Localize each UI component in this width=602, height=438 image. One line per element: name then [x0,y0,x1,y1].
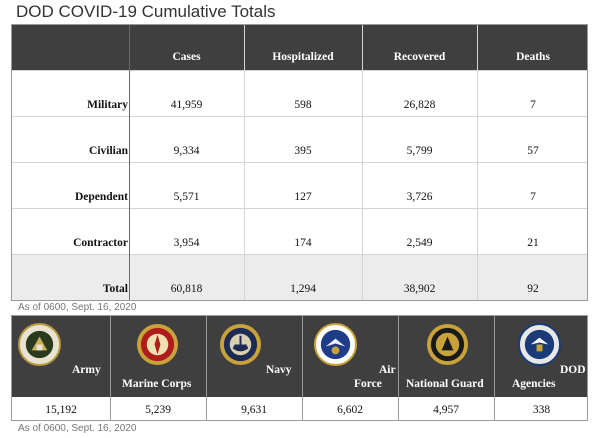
navy-seal-icon [219,323,262,366]
cell-hospitalized: 174 [294,237,312,249]
page-title: DOD COVID-19 Cumulative Totals [16,2,276,21]
table-row: Civilian 9,334 395 5,799 57 [12,116,587,162]
column-divider [398,316,399,420]
branch-header [12,316,587,397]
branch-label-navy: Navy [266,364,292,376]
branch-label-dod-agencies-line1: DOD [560,364,586,376]
dod-agencies-seal-icon [518,323,561,366]
cell-hospitalized: 127 [294,191,312,203]
cell-cases: 60,818 [170,283,203,295]
national-guard-seal-icon [426,323,469,366]
branch-value-navy: 9,631 [241,404,267,416]
column-header-deaths: Deaths [516,51,550,63]
branch-navy: Navy [206,316,302,397]
total-row: Total 60,818 1,294 38,902 92 [12,254,587,300]
branch-value-national-guard: 4,957 [433,404,459,416]
cell-cases: 3,954 [173,237,200,249]
column-header-hospitalized: Hospitalized [272,51,334,63]
column-divider [206,316,207,420]
totals-table: Cases Hospitalized Recovered Deaths Mili… [11,24,588,301]
cell-deaths: 21 [527,237,539,249]
branch-label-army: Army [72,364,101,376]
branch-value-dod-agencies: 338 [532,404,551,416]
branch-table: Army Marine Corps Navy Air Force Nationa… [11,315,588,421]
branch-dod-agencies: DOD Agencies [494,316,589,397]
cell-cases: 5,571 [173,191,200,203]
branch-label-national-guard: National Guard [406,378,484,390]
column-divider [362,25,363,300]
cell-recovered: 38,902 [403,283,436,295]
branch-value-army: 15,192 [45,404,77,416]
air-force-seal-icon [314,323,357,366]
column-divider [110,316,111,420]
cell-cases: 41,959 [170,99,203,111]
cell-deaths: 7 [530,99,536,111]
branch-air-force: Air Force [302,316,398,397]
row-label: Contractor [73,237,128,249]
cell-deaths: 7 [530,191,536,203]
column-divider [302,316,303,420]
branch-marine-corps: Marine Corps [110,316,206,397]
column-divider [477,25,478,300]
cell-deaths: 57 [527,145,539,157]
row-label: Military [87,99,128,111]
table-row: Contractor 3,954 174 2,549 21 [12,208,587,254]
row-label: Civilian [89,145,128,157]
column-divider [494,316,495,420]
army-seal-icon [18,323,61,366]
table-row: Dependent 5,571 127 3,726 7 [12,162,587,208]
marine-corps-seal-icon [136,323,179,366]
table-row: Military 41,959 598 26,828 7 [12,70,587,116]
column-header-recovered: Recovered [393,51,446,63]
column-header-cases: Cases [172,51,201,63]
branch-national-guard: National Guard [398,316,494,397]
cell-hospitalized: 395 [294,145,312,157]
row-label: Dependent [74,191,128,203]
table-header: Cases Hospitalized Recovered Deaths [12,25,587,70]
branch-value-air-force: 6,602 [337,404,363,416]
cell-recovered: 26,828 [403,99,436,111]
branch-label-air-force-line2: Force [354,378,382,390]
cell-recovered: 2,549 [406,237,433,249]
cell-recovered: 5,799 [406,145,433,157]
row-label: Total [102,283,128,295]
branch-army: Army [12,316,110,397]
column-divider [129,25,130,300]
cell-hospitalized: 598 [294,99,312,111]
branch-value-marine-corps: 5,239 [145,404,171,416]
branch-label-air-force-line1: Air [379,364,396,376]
as-of-note-branches: As of 0600, Sept. 16, 2020 [18,423,137,434]
as-of-note: As of 0600, Sept. 16, 2020 [18,302,137,313]
cell-hospitalized: 1,294 [290,283,316,295]
cell-deaths: 92 [527,283,539,295]
cell-recovered: 3,726 [406,191,433,203]
cell-cases: 9,334 [173,145,200,157]
branch-label-dod-agencies-line2: Agencies [512,378,556,390]
branch-label-marine-corps: Marine Corps [122,378,192,390]
column-divider [244,25,245,300]
